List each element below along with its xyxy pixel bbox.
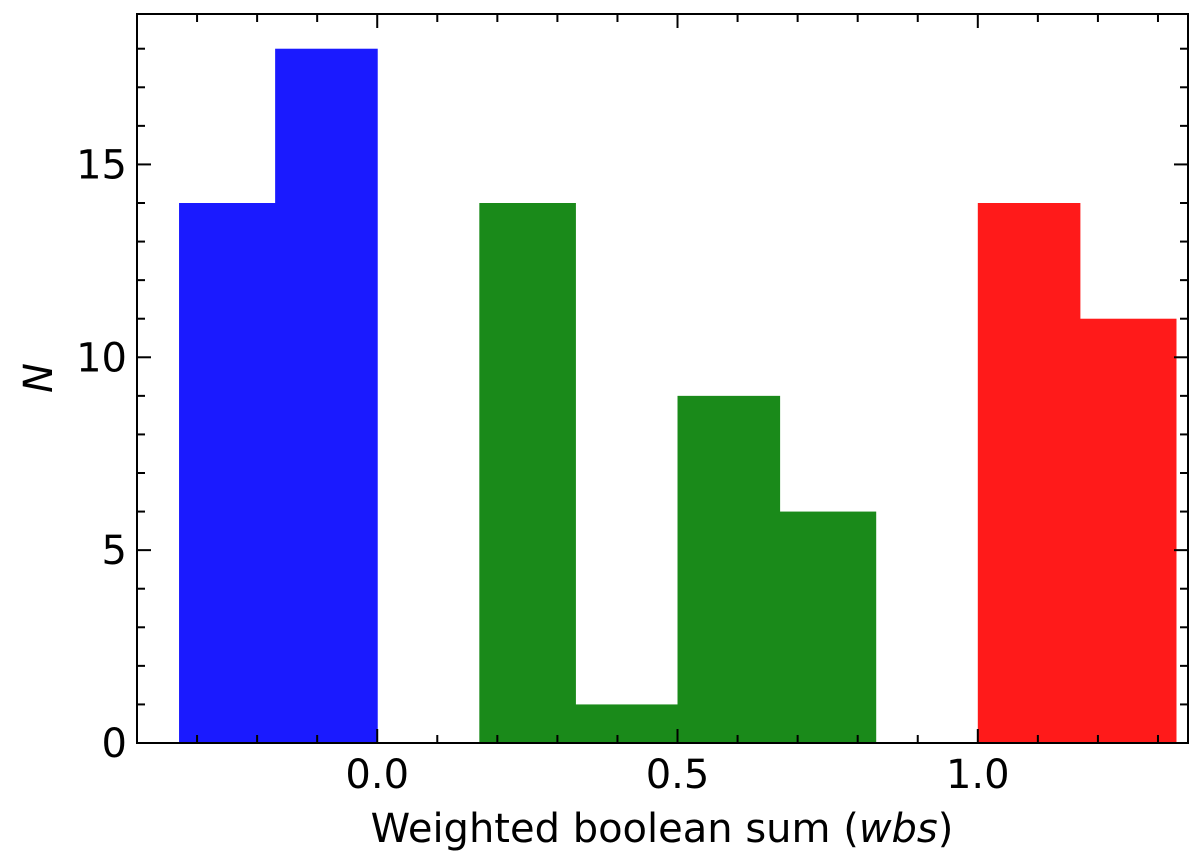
y-tick-label: 5 (102, 528, 127, 574)
y-axis-label: N (16, 363, 62, 393)
bar-series-1-bin-0 (479, 203, 576, 743)
bar-series-2-bin-0 (977, 203, 1081, 743)
bar-series-1-bin-2 (677, 395, 781, 743)
x-tick-label: 1.0 (946, 752, 1010, 798)
x-tick-label: 0.5 (646, 752, 710, 798)
bar-series-1-bin-3 (779, 511, 877, 743)
bar-series-0-bin-0 (179, 203, 276, 743)
y-tick-label: 15 (76, 142, 127, 188)
bar-series-2-bin-1 (1079, 318, 1177, 743)
bar-series-1-bin-1 (575, 704, 679, 743)
x-tick-label: 0.0 (345, 752, 409, 798)
x-axis-label: Weighted boolean sum (wbs) (371, 806, 954, 852)
plot-frame (136, 13, 1189, 744)
y-tick-label: 0 (102, 721, 127, 767)
y-tick-label: 10 (76, 335, 127, 381)
bar-series-0-bin-1 (275, 48, 378, 743)
bars-group (179, 48, 1177, 743)
tick-labels-group: 0.0 0.5 1.0 0 5 10 15 (76, 142, 1010, 798)
